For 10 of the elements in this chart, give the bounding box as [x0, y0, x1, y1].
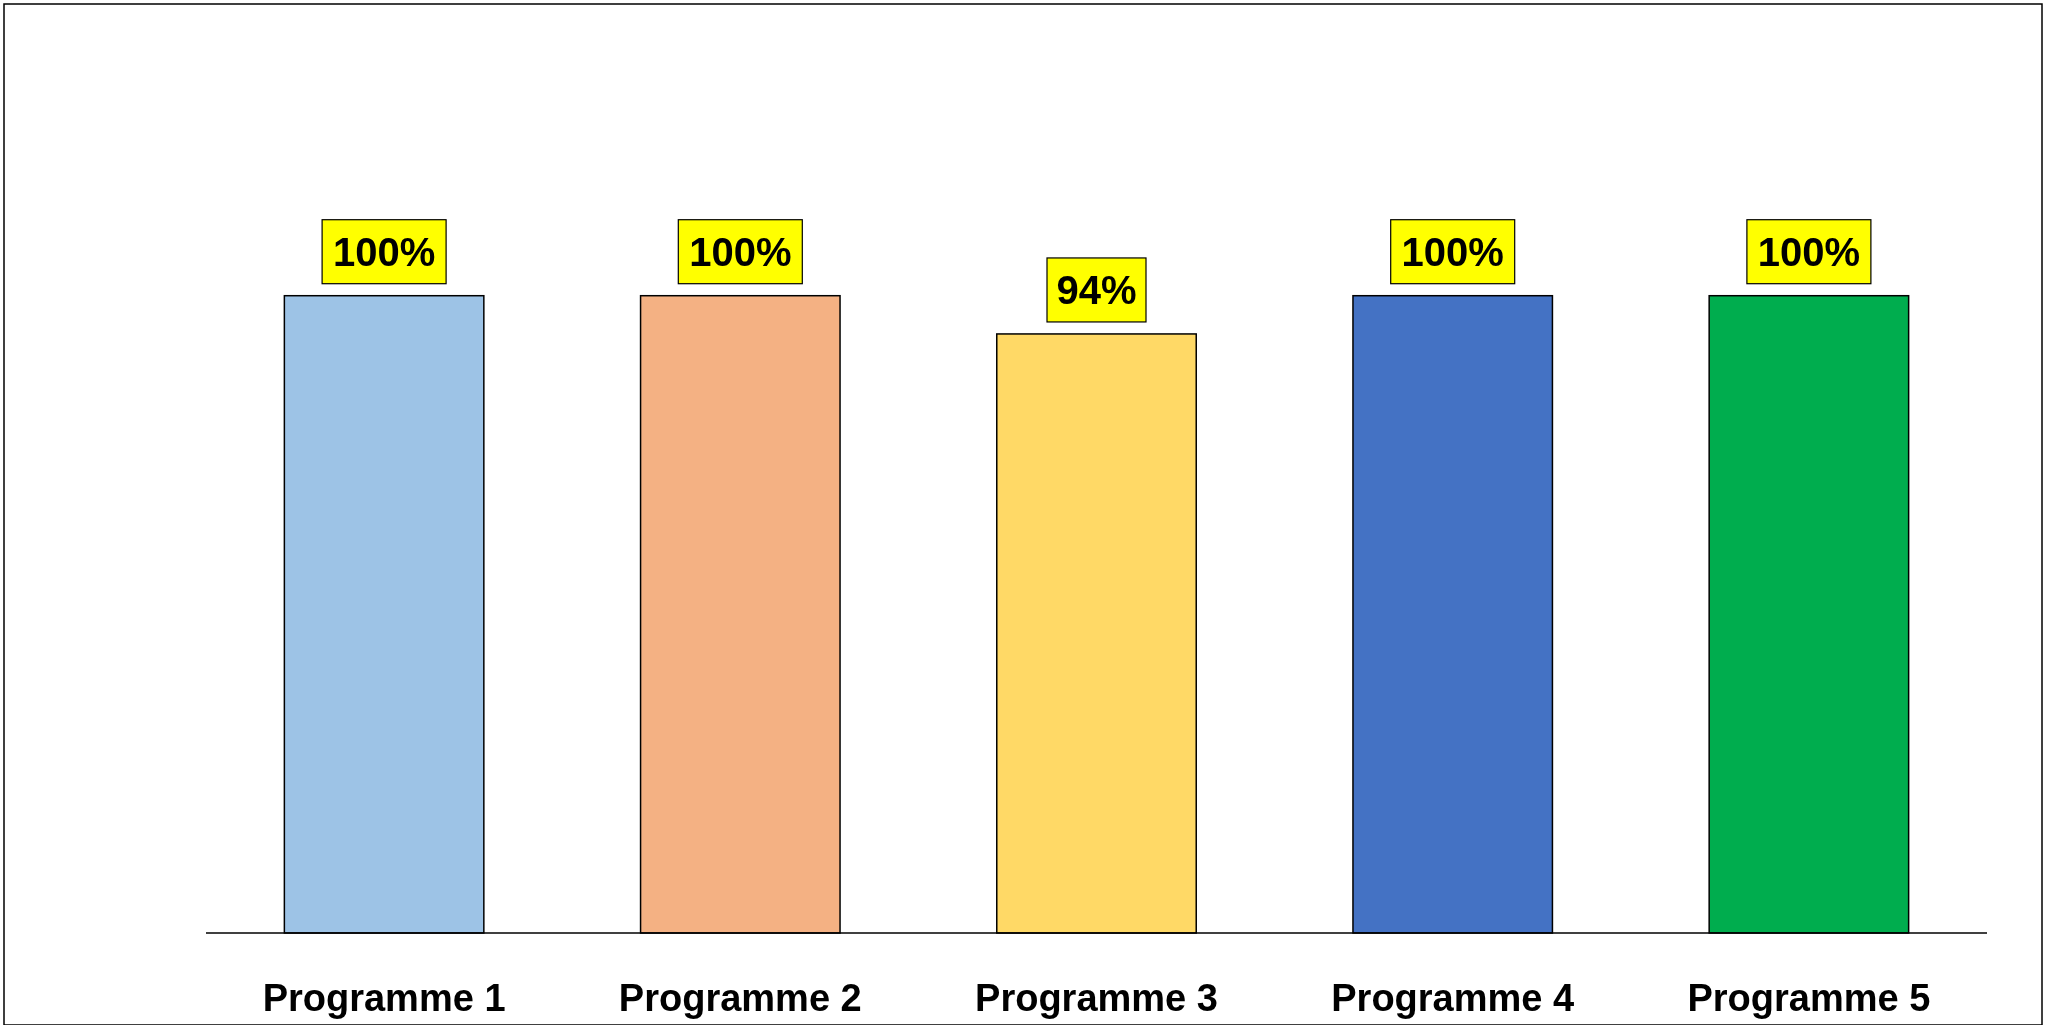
- x-tick-label: Programme 3: [975, 977, 1218, 1019]
- data-label: 100%: [689, 229, 792, 274]
- x-tick-label: Programme 4: [1331, 977, 1575, 1019]
- x-tick-label: Programme 2: [618, 977, 862, 1019]
- data-label: 100%: [332, 229, 436, 274]
- x-tick-label: Programme 1: [262, 977, 506, 1019]
- x-tick-label: Programme 5: [1687, 977, 1931, 1019]
- data-label: 100%: [1757, 229, 1861, 274]
- data-label: 94%: [1056, 267, 1137, 312]
- data-label: 100%: [1401, 229, 1504, 274]
